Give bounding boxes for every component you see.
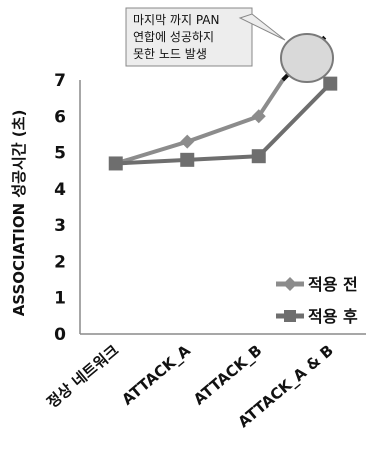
legend-label-after: 적용 후	[308, 307, 358, 326]
y-tick-label: 7	[54, 71, 66, 91]
series-before-point	[251, 109, 266, 124]
callout-ellipse	[280, 33, 334, 83]
y-tick-label: 4	[54, 180, 66, 200]
y-axis-title: ASSOCIATION 성공시간 (초)	[10, 110, 28, 317]
y-tick-label: 1	[54, 289, 66, 309]
callout-line-1: 마지막 까지 PAN	[133, 13, 219, 27]
callout-line-2: 연합에 성공하지	[133, 30, 214, 44]
legend: 적용 전 적용 후	[276, 275, 358, 326]
y-tick-label: 3	[54, 216, 66, 236]
series-before-line	[115, 78, 285, 166]
callout-box	[125, 7, 253, 67]
legend-label-before: 적용 전	[308, 275, 358, 294]
series-before-point	[180, 134, 195, 149]
legend-marker-before	[283, 277, 297, 291]
x-tick-label: ATTACK_A	[118, 341, 194, 409]
y-tick-label: 2	[54, 252, 66, 272]
y-tick-labels: 0 1 2 3 4 5 6 7	[54, 71, 66, 345]
series-after-point	[323, 76, 338, 91]
legend-marker-after	[284, 310, 296, 322]
series-after-point	[251, 149, 266, 164]
callout-pointer	[238, 13, 286, 41]
x-tick-label: 정상 네트워크	[43, 341, 122, 411]
y-tick-label: 6	[54, 107, 66, 127]
series-after-line	[115, 82, 332, 166]
series-after-point	[180, 152, 195, 167]
series-after-point	[108, 156, 123, 171]
y-tick-label: 0	[54, 325, 66, 345]
y-tick-label: 5	[54, 144, 66, 164]
chart-axes	[79, 80, 366, 335]
callout-annotation: 마지막 까지 PAN 연합에 성공하지 못한 노드 발생	[125, 7, 334, 83]
x-tick-label: ATTACK_B	[190, 341, 265, 408]
callout-line-3: 못한 노드 발생	[133, 47, 207, 61]
